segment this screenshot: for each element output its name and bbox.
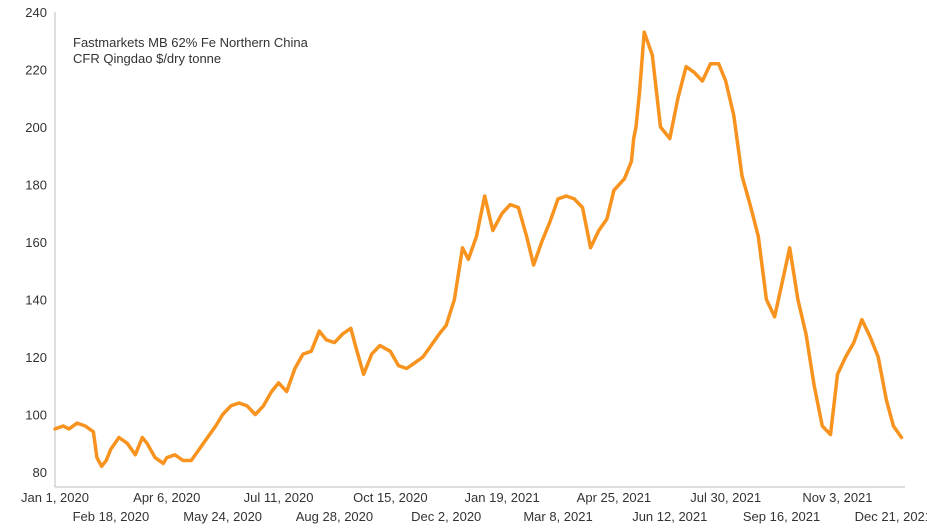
x-tick-label: Apr 6, 2020 <box>133 490 200 505</box>
series-line-price <box>53 30 904 469</box>
y-tick-label: 80 <box>33 465 47 480</box>
x-tick-label: Jan 19, 2021 <box>465 490 540 505</box>
x-tick-label: Dec 21, 2021 <box>855 509 927 524</box>
y-tick-labels: 80 100 120 140 160 180 200 220 240 <box>25 5 47 480</box>
y-tick-label: 180 <box>25 178 47 193</box>
y-tick-label: 100 <box>25 408 47 423</box>
y-tick-label: 160 <box>25 235 47 250</box>
y-tick-label: 240 <box>25 5 47 20</box>
x-tick-label: Jan 1, 2020 <box>21 490 89 505</box>
y-tick-label: 140 <box>25 293 47 308</box>
x-tick-label: Sep 16, 2021 <box>743 509 820 524</box>
y-tick-label: 120 <box>25 350 47 365</box>
x-tick-label: Nov 3, 2021 <box>802 490 872 505</box>
x-tick-label: Oct 15, 2020 <box>353 490 427 505</box>
x-tick-labels: Jan 1, 2020 Apr 6, 2020 Jul 11, 2020 Oct 15… <box>21 490 927 524</box>
x-tick-label: Feb 18, 2020 <box>73 509 150 524</box>
x-tick-label: Mar 8, 2021 <box>523 509 592 524</box>
x-tick-label: Apr 25, 2021 <box>577 490 651 505</box>
x-tick-label: Aug 28, 2020 <box>296 509 373 524</box>
x-tick-label: Jul 30, 2021 <box>690 490 761 505</box>
chart-annotation-line-1: Fastmarkets MB 62% Fe Northern China <box>73 35 309 50</box>
x-tick-label: May 24, 2020 <box>183 509 262 524</box>
y-tick-label: 220 <box>25 63 47 78</box>
chart-annotation-line-2: CFR Qingdao $/dry tonne <box>73 51 221 66</box>
x-tick-label: Jun 12, 2021 <box>632 509 707 524</box>
x-tick-label: Dec 2, 2020 <box>411 509 481 524</box>
x-tick-label: Jul 11, 2020 <box>244 490 314 505</box>
y-tick-label: 200 <box>25 120 47 135</box>
